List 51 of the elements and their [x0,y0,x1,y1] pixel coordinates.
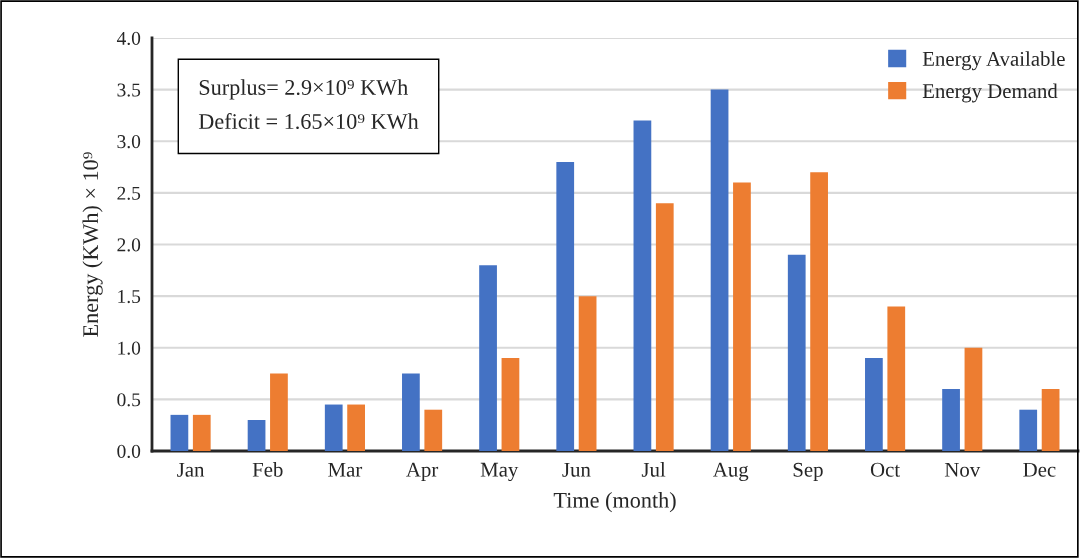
legend-label: Energy Demand [922,83,1058,103]
y-tick-label: 3.5 [117,83,141,97]
bar [810,172,828,451]
bar [733,182,751,451]
y-axis-title: Energy (KWh) × 10⁹ [82,152,103,337]
x-axis-title: Time (month) [553,492,676,513]
x-tick-label: Jun [562,462,591,477]
y-tick-label: 4.0 [116,31,141,46]
x-tick-label: Feb [252,462,283,477]
bar [424,409,443,451]
y-tick-label: 2.0 [117,238,141,252]
bar [1019,409,1038,451]
y-tick-label: 0.0 [117,444,141,459]
bar [865,358,883,451]
x-tick-label: Mar [328,462,363,477]
bar [347,404,365,451]
bar [964,347,983,451]
bar [479,265,497,451]
bar [170,414,189,451]
bar [655,203,674,451]
bar [192,414,211,451]
bar [633,120,652,451]
bar [578,296,597,451]
x-tick-label: Aug [713,462,749,481]
bar [1041,389,1060,451]
bar [556,161,575,451]
x-tick-label: Nov [944,462,981,477]
bar [710,89,729,451]
bar [787,254,806,451]
x-tick-label: Jan [177,462,205,477]
annotation: Surplus= 2.9×10⁹ KWh [199,79,408,100]
bar [402,373,420,451]
x-tick-label: Sep [793,462,823,481]
x-tick-label: Oct [870,462,900,477]
y-tick-label: 0.5 [117,393,141,407]
legend-label: Energy Available [922,51,1065,71]
bar [247,420,266,451]
x-tick-label: Jul [641,462,666,477]
x-tick-label: May [480,462,519,481]
bar [324,404,343,451]
bar [270,373,288,451]
bar [887,306,906,451]
x-tick-label: Apr [406,462,439,481]
x-tick-label: Dec [1023,462,1056,477]
y-tick-label: 2.5 [117,186,141,200]
bar [942,389,960,451]
y-tick-label: 1.5 [118,290,141,304]
annotation: Deficit = 1.65×10⁹ KWh [198,113,419,130]
y-tick-label: 1.0 [118,341,141,355]
y-tick-label: 3.0 [117,135,141,149]
bar [501,358,520,451]
